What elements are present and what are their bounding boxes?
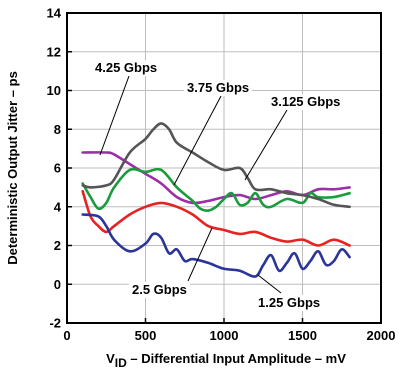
y-tick-label-3: 4 xyxy=(54,199,62,214)
series-labels: 4.25 Gbps 3.75 Gbps 3.125 Gbps 2.5 Gbps 1.25… xyxy=(92,60,344,311)
x-axis-title-prefix: V xyxy=(106,351,115,366)
series-lines xyxy=(81,122,351,278)
y-tick-label-0: -2 xyxy=(49,316,61,331)
label-background-1-25-gbps xyxy=(255,295,324,311)
series-label-4-25-gbps: 4.25 Gbps xyxy=(95,60,157,75)
series-line-3-125-gbps xyxy=(81,122,351,209)
leader-line-1-25-gbps xyxy=(257,274,282,294)
series-label-1-25-gbps: 1.25 Gbps xyxy=(258,295,320,310)
leader-line-4-25-gbps xyxy=(99,75,130,156)
series-line-3-75-gbps xyxy=(81,167,351,212)
label-background-3-75-gbps xyxy=(184,80,253,96)
annotation-leaders xyxy=(99,75,288,294)
x-tick-label-3: 1500 xyxy=(288,328,317,343)
x-axis-title-suffix: – Differential Input Amplitude – mV xyxy=(127,351,346,366)
x-axis-title: VID – Differential Input Amplitude – mV xyxy=(106,351,346,370)
y-axis-title: Deterministic Output Jitter – ps xyxy=(5,71,20,265)
series-label-3-75-gbps: 3.75 Gbps xyxy=(187,80,249,95)
series-label-2-5-gbps: 2.5 Gbps xyxy=(132,282,187,297)
series-label-3-125-gbps: 3.125 Gbps xyxy=(271,94,340,109)
y-tick-label-1: 0 xyxy=(54,277,61,292)
y-tick-label-2: 2 xyxy=(54,238,61,253)
x-tick-label-0: 0 xyxy=(63,328,70,343)
y-tick-label-4: 6 xyxy=(54,161,61,176)
x-axis-title-subscript: ID xyxy=(115,356,127,370)
y-tick-label-7: 12 xyxy=(47,44,61,59)
y-axis-ticks: -2 0 2 4 6 8 10 12 14 xyxy=(47,6,72,331)
leader-line-2-5-gbps xyxy=(187,227,213,282)
x-tick-label-1: 500 xyxy=(135,328,157,343)
x-tick-label-4: 2000 xyxy=(367,328,396,343)
x-axis-ticks: 0 500 1000 1500 2000 xyxy=(63,318,395,343)
leader-line-3-75-gbps xyxy=(173,95,222,186)
label-background-2-5-gbps xyxy=(129,282,190,298)
y-tick-label-6: 10 xyxy=(47,83,61,98)
leader-line-3-125-gbps xyxy=(244,109,288,181)
series-line-1-25-gbps xyxy=(81,213,351,278)
label-background-3-125-gbps xyxy=(268,94,344,110)
y-tick-label-5: 8 xyxy=(54,122,61,137)
y-tick-label-8: 14 xyxy=(47,6,62,21)
label-background-4-25-gbps xyxy=(92,60,161,76)
x-tick-label-2: 1000 xyxy=(210,328,239,343)
series-line-2-5-gbps xyxy=(81,190,351,247)
